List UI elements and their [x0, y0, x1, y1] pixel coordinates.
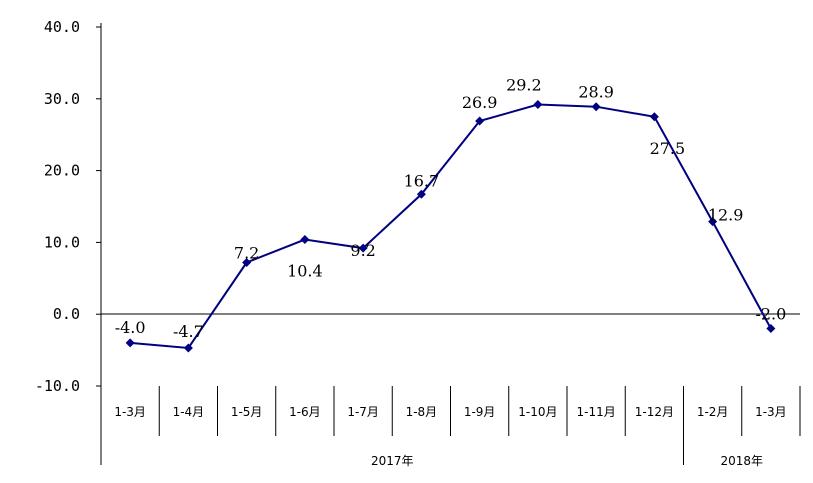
y-tick-label: 20.0 — [44, 162, 80, 180]
category-label: 1-2月 — [697, 405, 729, 419]
data-labels: -4.0 -4.7 7.2 10.4 9.2 16.7 26.9 29.2 28.9 27.5 12… — [115, 76, 787, 341]
data-point-marker — [183, 343, 193, 353]
data-point-marker — [125, 338, 135, 348]
y-tick-label: 10.0 — [44, 233, 80, 251]
data-point-marker — [475, 116, 485, 126]
category-label: 1-7月 — [347, 405, 379, 419]
data-label: -2.0 — [755, 305, 786, 324]
category-label: 1-9月 — [464, 405, 496, 419]
category-label: 1-4月 — [173, 405, 205, 419]
data-point-marker — [591, 102, 601, 112]
category-label: 1-12月 — [635, 405, 674, 419]
data-point-marker — [242, 258, 252, 268]
data-point-marker — [533, 100, 543, 110]
y-tick-label: 40.0 — [44, 18, 80, 36]
category-axis: 1-3月 1-4月 1-5月 1-6月 1-7月 1-8月 1-9月 1-10月 1-11月 1-… — [100, 386, 801, 468]
series-markers — [125, 100, 776, 353]
group-label: 2017年 — [371, 454, 414, 468]
category-label: 1-3月 — [755, 405, 787, 419]
data-label: 16.7 — [404, 171, 440, 190]
data-label: 7.2 — [234, 244, 259, 263]
data-point-marker — [416, 189, 426, 199]
data-label: 10.4 — [287, 262, 323, 281]
y-tick-label: -10.0 — [35, 377, 80, 395]
data-label: -4.7 — [173, 322, 204, 341]
data-label: 28.9 — [578, 83, 614, 102]
y-axis-ticks: 40.0 30.0 20.0 10.0 0.0 -10.0 — [35, 18, 101, 395]
y-tick-label: 0.0 — [53, 305, 80, 323]
data-point-marker — [708, 217, 718, 227]
category-label: 1-5月 — [231, 405, 263, 419]
category-label: 1-3月 — [114, 405, 146, 419]
series-line — [130, 103, 772, 349]
data-label: 12.9 — [708, 206, 744, 225]
data-point-marker — [649, 112, 659, 122]
category-label: 1-6月 — [289, 405, 321, 419]
data-point-marker — [300, 235, 310, 245]
category-label: 1-11月 — [577, 405, 616, 419]
category-label: 1-8月 — [406, 405, 438, 419]
data-label: 26.9 — [462, 93, 498, 112]
data-label: 27.5 — [650, 139, 686, 158]
series-line-path — [130, 103, 772, 349]
data-point-marker — [766, 324, 776, 334]
data-point-marker — [358, 243, 368, 253]
group-label: 2018年 — [720, 454, 763, 468]
data-label: -4.0 — [115, 318, 146, 337]
data-label: 9.2 — [350, 241, 375, 260]
category-label: 1-10月 — [518, 405, 557, 419]
y-tick-label: 30.0 — [44, 90, 80, 108]
data-label: 29.2 — [506, 76, 542, 95]
